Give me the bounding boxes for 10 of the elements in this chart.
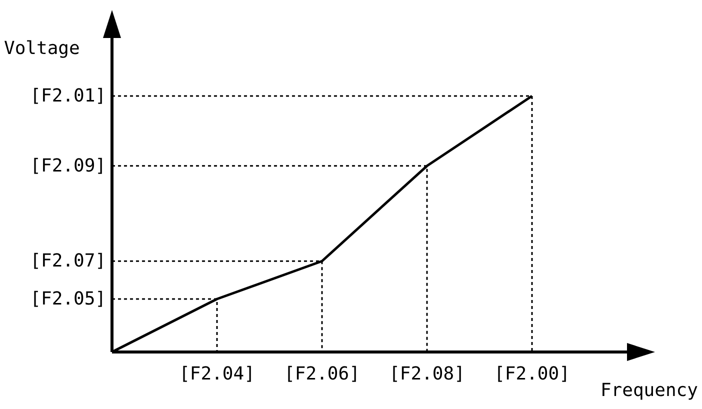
- x-tick-label: [F2.04]: [179, 364, 255, 384]
- text: [F2.01]: [30, 86, 106, 106]
- text: [F2.09]: [30, 155, 106, 176]
- x-tick-label: [F2.08]: [389, 364, 465, 384]
- text: [F2.05]: [30, 288, 106, 310]
- y-axis-title: Voltage: [4, 38, 80, 59]
- x-tick-label: [F2.00]: [494, 364, 570, 384]
- text: [F2.07]: [30, 250, 106, 272]
- x-tick-label: [F2.06]: [284, 364, 360, 384]
- x-axis-title: Frequency: [600, 380, 698, 401]
